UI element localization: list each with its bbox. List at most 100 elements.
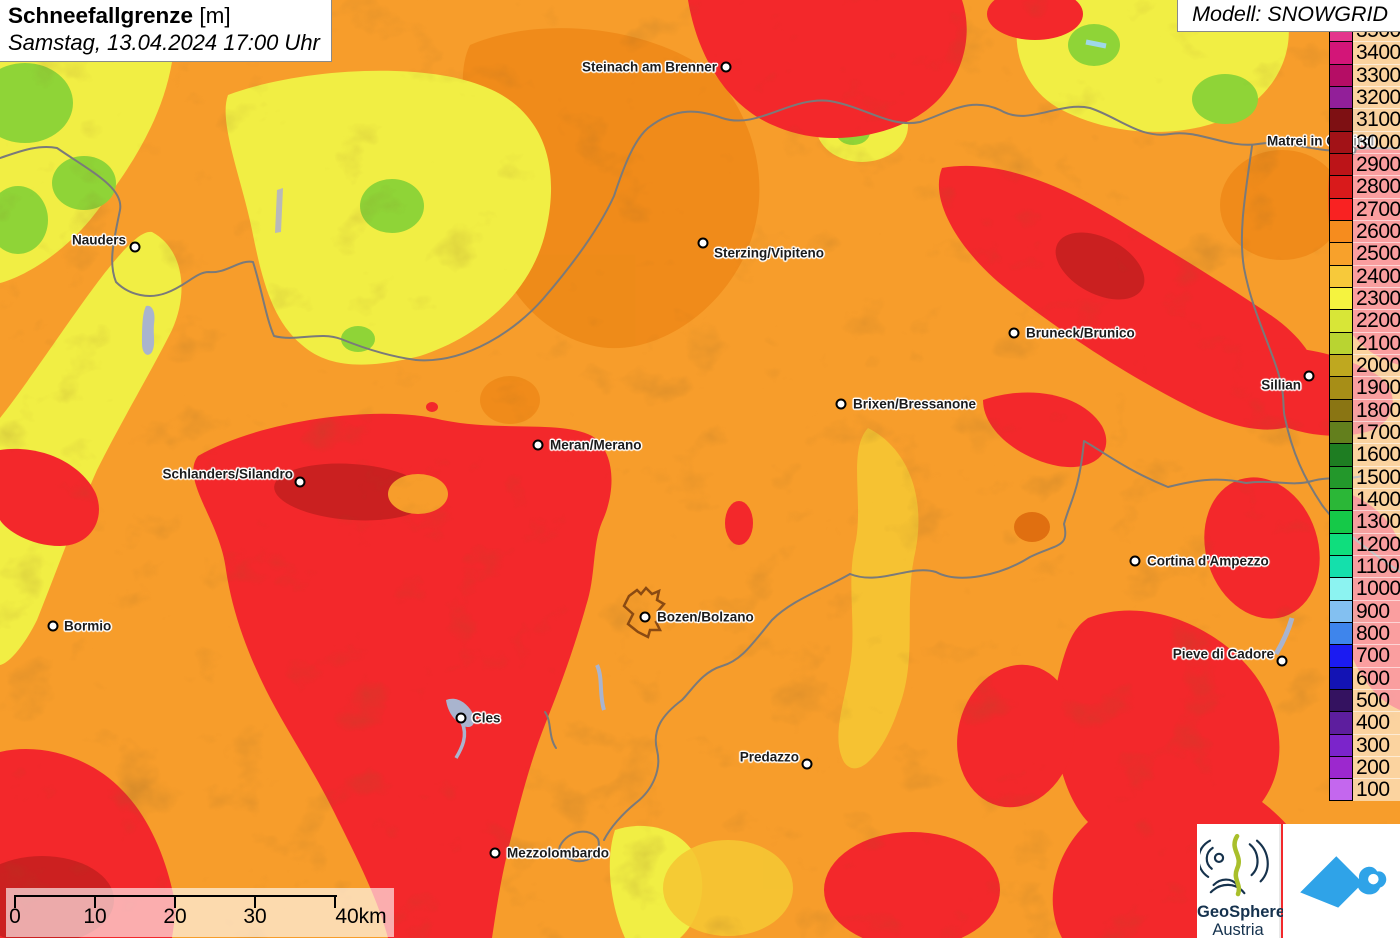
legend-swatch bbox=[1329, 599, 1353, 623]
legend-value-label: 1700 bbox=[1353, 420, 1400, 445]
scalebar-label: 0 bbox=[9, 905, 21, 928]
legend-row: 600 bbox=[1329, 666, 1400, 690]
legend-swatch bbox=[1329, 197, 1353, 221]
avalanche-report-logo-icon bbox=[1299, 856, 1386, 908]
legend-value-label: 400 bbox=[1353, 711, 1400, 735]
legend-row: 2800 bbox=[1329, 175, 1400, 199]
legend-swatch bbox=[1329, 63, 1353, 87]
legend-value-label: 300 bbox=[1353, 733, 1400, 757]
scalebar-tick bbox=[334, 895, 336, 908]
bolzano-boundary-outline bbox=[622, 586, 666, 639]
legend-swatch bbox=[1329, 219, 1353, 244]
legend-swatch bbox=[1329, 621, 1353, 646]
legend-row: 3000 bbox=[1329, 130, 1400, 154]
legend-swatch bbox=[1329, 510, 1353, 534]
scalebar-tick bbox=[254, 895, 256, 908]
legend-row: 800 bbox=[1329, 621, 1400, 646]
scalebar-label: 20 bbox=[163, 905, 187, 928]
legend-value-label: 1000 bbox=[1353, 577, 1400, 601]
legend-swatch bbox=[1329, 733, 1353, 757]
legend-row: 1500 bbox=[1329, 465, 1400, 489]
legend-value-label: 100 bbox=[1353, 778, 1400, 802]
legend-swatch bbox=[1329, 554, 1353, 579]
scalebar-label: 10 bbox=[83, 905, 107, 928]
avalanche-report-logo-box bbox=[1283, 824, 1400, 938]
scalebar-tick bbox=[174, 895, 176, 908]
legend-swatch bbox=[1329, 420, 1353, 445]
legend-swatch bbox=[1329, 353, 1353, 378]
legend-row: 1100 bbox=[1329, 554, 1400, 579]
legend-value-label: 500 bbox=[1353, 688, 1400, 713]
legend-row: 1900 bbox=[1329, 376, 1400, 400]
scalebar: 0 10 20 30 40km bbox=[6, 888, 394, 937]
legend-value-label: 3000 bbox=[1353, 130, 1400, 154]
map-datetime: Samstag, 13.04.2024 17:00 Uhr bbox=[8, 30, 320, 55]
legend-row: 2700 bbox=[1329, 197, 1400, 221]
map-title: Schneefallgrenze [m] bbox=[8, 3, 320, 29]
legend-swatch bbox=[1329, 465, 1353, 489]
scalebar-label: 30 bbox=[243, 905, 267, 928]
legend-swatch bbox=[1329, 264, 1353, 288]
legend-value-label: 600 bbox=[1353, 666, 1400, 690]
legend-row: 700 bbox=[1329, 644, 1400, 668]
scalebar-line bbox=[15, 895, 337, 897]
legend-value-label: 2800 bbox=[1353, 175, 1400, 199]
legend-value-label: 1800 bbox=[1353, 398, 1400, 422]
legend-row: 2900 bbox=[1329, 152, 1400, 177]
title-box: Schneefallgrenze [m] Samstag, 13.04.2024… bbox=[0, 0, 332, 62]
legend-row: 1200 bbox=[1329, 532, 1400, 556]
legend-value-label: 200 bbox=[1353, 755, 1400, 780]
legend-value-label: 3300 bbox=[1353, 63, 1400, 87]
legend-row: 3100 bbox=[1329, 108, 1400, 132]
legend-row: 3200 bbox=[1329, 85, 1400, 110]
legend-row: 3300 bbox=[1329, 63, 1400, 87]
legend-value-label: 800 bbox=[1353, 621, 1400, 646]
legend-row: 1700 bbox=[1329, 420, 1400, 445]
legend-value-label: 1300 bbox=[1353, 510, 1400, 534]
legend-value-label: 1900 bbox=[1353, 376, 1400, 400]
legend-swatch bbox=[1329, 487, 1353, 512]
legend-swatch bbox=[1329, 711, 1353, 735]
legend-swatch bbox=[1329, 532, 1353, 556]
legend-row: 200 bbox=[1329, 755, 1400, 780]
legend-row: 2500 bbox=[1329, 242, 1400, 266]
scalebar-tick bbox=[14, 895, 16, 908]
legend-row: 100 bbox=[1329, 778, 1400, 802]
legend-value-label: 1100 bbox=[1353, 554, 1400, 579]
legend-row: 2200 bbox=[1329, 309, 1400, 333]
legend-swatch bbox=[1329, 398, 1353, 422]
legend-swatch bbox=[1329, 85, 1353, 110]
rivers-and-lakes bbox=[142, 39, 1295, 759]
legend-row: 3400 bbox=[1329, 41, 1400, 65]
legend-swatch bbox=[1329, 666, 1353, 690]
legend-swatch bbox=[1329, 688, 1353, 713]
legend-row: 2000 bbox=[1329, 353, 1400, 378]
legend-row: 1000 bbox=[1329, 577, 1400, 601]
legend-swatch bbox=[1329, 242, 1353, 266]
legend-swatch bbox=[1329, 108, 1353, 132]
legend-value-label: 1500 bbox=[1353, 465, 1400, 489]
legend-value-label: 900 bbox=[1353, 599, 1400, 623]
legend-value-label: 2300 bbox=[1353, 286, 1400, 311]
legend-row: 2300 bbox=[1329, 286, 1400, 311]
legend-row: 900 bbox=[1329, 599, 1400, 623]
legend-swatch bbox=[1329, 376, 1353, 400]
geosphere-logo-box: GeoSphere Austria bbox=[1197, 824, 1286, 938]
legend-swatch bbox=[1329, 577, 1353, 601]
geosphere-logo-text: GeoSphere bbox=[1197, 903, 1286, 921]
legend-rows: 3500340033003200310030002900280027002600… bbox=[1329, 19, 1400, 802]
geosphere-logo-icon bbox=[1197, 833, 1269, 897]
legend-value-label: 2500 bbox=[1353, 242, 1400, 266]
geosphere-logo-subtext: Austria bbox=[1212, 921, 1264, 938]
legend-value-label: 1400 bbox=[1353, 487, 1400, 512]
legend-row: 1400 bbox=[1329, 487, 1400, 512]
legend-value-label: 3200 bbox=[1353, 85, 1400, 110]
legend-swatch bbox=[1329, 152, 1353, 177]
legend-swatch bbox=[1329, 778, 1353, 802]
legend-value-label: 2400 bbox=[1353, 264, 1400, 288]
legend-row: 500 bbox=[1329, 688, 1400, 713]
map-title-text: Schneefallgrenze bbox=[8, 3, 194, 28]
